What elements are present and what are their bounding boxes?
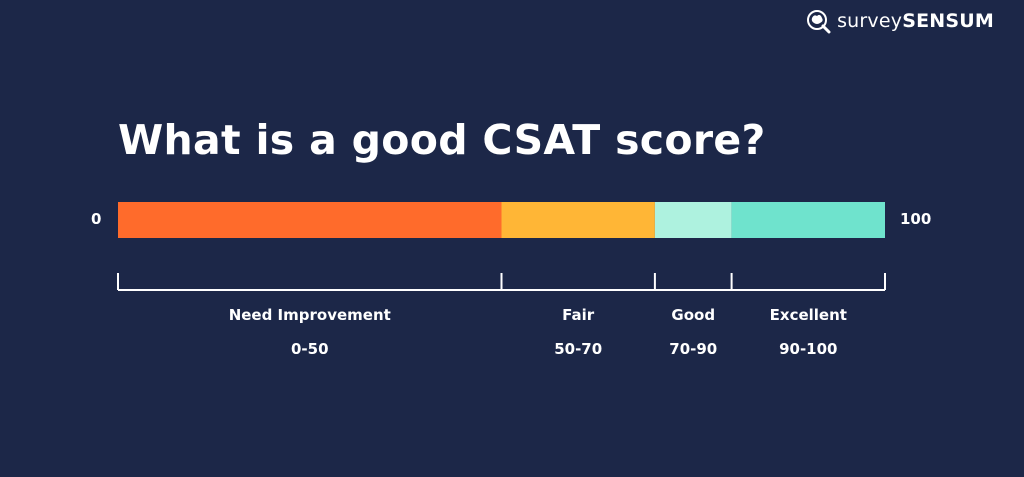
- bar-segment-good: [654, 202, 732, 238]
- scale-max-label: 100: [900, 210, 932, 228]
- logo-text-light: survey: [837, 10, 903, 32]
- segment-label-need-improvement: Need Improvement: [228, 306, 391, 324]
- logo-text-bold: SENSUM: [902, 10, 994, 32]
- bar-segment-excellent: [731, 202, 885, 238]
- brain-magnifier-icon: [807, 10, 831, 34]
- segment-label-good: Good: [671, 306, 716, 324]
- bar-segment-fair: [501, 202, 655, 238]
- logo-wordmark: surveySENSUM: [837, 10, 994, 32]
- scale-min-label: 0: [91, 210, 102, 228]
- segment-label-excellent: Excellent: [769, 306, 847, 324]
- chart-title: What is a good CSAT score?: [118, 116, 766, 164]
- bar-segment-need-improvement: [118, 202, 502, 238]
- segment-range-excellent: 90-100: [779, 340, 838, 358]
- segment-label-fair: Fair: [562, 306, 595, 324]
- segment-range-good: 70-90: [669, 340, 718, 358]
- brand-logo: surveySENSUM: [805, 8, 994, 34]
- segment-range-need-improvement: 0-50: [290, 340, 329, 358]
- segment-range-fair: 50-70: [554, 340, 603, 358]
